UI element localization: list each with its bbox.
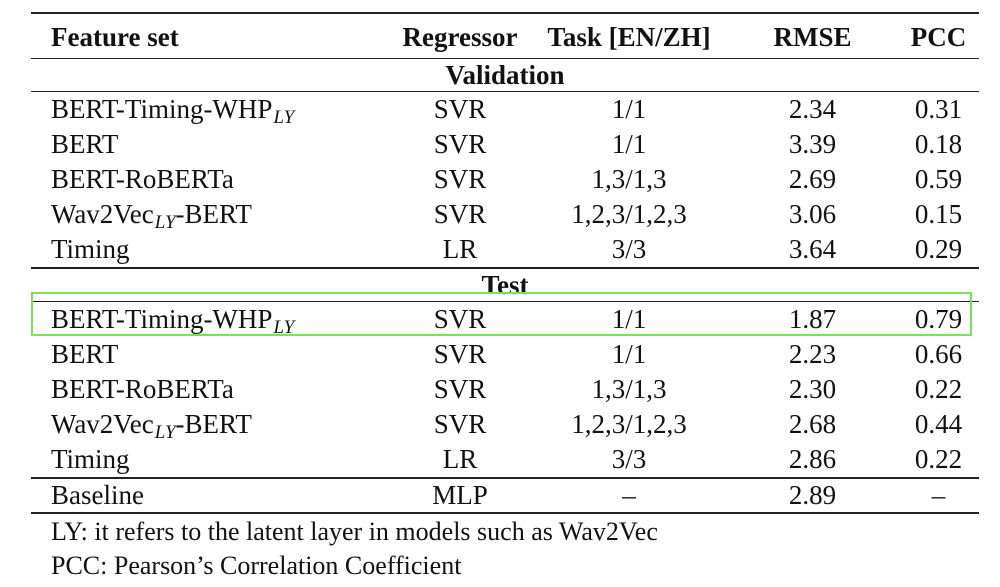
feature-cell: BERT-Timing-WHPLY — [51, 94, 295, 128]
pcc-cell: 0.18 — [914, 129, 963, 159]
regressor-cell: MLP — [349, 477, 531, 514]
task-cell: 1/1 — [611, 94, 647, 124]
feature-cell: Baseline — [31, 477, 349, 514]
pcc-cell: 0.22 — [914, 444, 963, 474]
table-row: Wav2VecLY-BERT SVR 1,2,3/1,2,3 3.06 0.15 — [31, 197, 979, 233]
regressor-cell: SVR — [433, 129, 487, 159]
feature-cell: BERT — [51, 339, 119, 369]
task-cell: 3/3 — [611, 234, 647, 264]
regressor-cell: SVR — [433, 199, 487, 229]
task-cell: 1,2,3/1,2,3 — [571, 409, 687, 439]
rmse-cell: 2.68 — [788, 409, 837, 439]
task-cell: 1,3/1,3 — [591, 164, 667, 194]
section-validation-row: Validation — [31, 58, 979, 92]
task-cell: 3/3 — [611, 444, 647, 474]
header-regressor: Regressor — [349, 12, 531, 59]
table-row: Wav2VecLY-BERT SVR 1,2,3/1,2,3 2.68 0.44 — [31, 407, 979, 443]
section-label-validation: Validation — [31, 58, 979, 92]
feature-cell: BERT-Timing-WHPLY — [51, 304, 295, 338]
table-row: Timing LR 3/3 2.86 0.22 — [31, 442, 979, 478]
task-cell: 1,2,3/1,2,3 — [571, 199, 687, 229]
header-pcc: PCC — [868, 12, 979, 59]
rmse-cell: 2.69 — [788, 164, 837, 194]
rmse-cell: 2.23 — [788, 339, 837, 369]
task-cell: 1/1 — [611, 339, 647, 369]
task-cell: 1/1 — [611, 304, 647, 334]
pcc-cell: 0.79 — [914, 304, 963, 334]
pcc-cell: 0.29 — [914, 234, 963, 264]
rmse-cell: 3.64 — [788, 234, 837, 264]
feature-cell: BERT — [51, 129, 119, 159]
table-row: BERT-Timing-WHPLY SVR 1/1 1.87 0.79 — [31, 302, 979, 338]
table-row: BERT-Timing-WHPLY SVR 1/1 2.34 0.31 — [31, 92, 979, 128]
task-cell: 1/1 — [611, 129, 647, 159]
feature-cell: BERT-RoBERTa — [51, 164, 234, 194]
task-cell: 1,3/1,3 — [591, 374, 667, 404]
section-test-row: Test — [31, 267, 979, 302]
table-header-row: Feature set Regressor Task [EN/ZH] RMSE … — [31, 12, 979, 59]
feature-cell: Timing — [51, 444, 130, 474]
regressor-cell: SVR — [433, 339, 487, 369]
results-table-container: Feature set Regressor Task [EN/ZH] RMSE … — [31, 12, 979, 514]
table-row: BERT-RoBERTa SVR 1,3/1,3 2.30 0.22 — [31, 372, 979, 407]
pcc-cell: 0.22 — [914, 374, 963, 404]
feature-cell: Wav2VecLY-BERT — [51, 409, 252, 443]
table-row: BERT SVR 1/1 3.39 0.18 — [31, 127, 979, 162]
regressor-cell: SVR — [433, 94, 487, 124]
regressor-cell: SVR — [433, 304, 487, 334]
rmse-cell: 3.06 — [788, 199, 837, 229]
feature-cell: Wav2VecLY-BERT — [51, 199, 252, 233]
table-row: BERT SVR 1/1 2.23 0.66 — [31, 337, 979, 372]
regressor-cell: LR — [442, 234, 478, 264]
rmse-cell: 2.30 — [788, 374, 837, 404]
regressor-cell: LR — [442, 444, 478, 474]
header-feature-set: Feature set — [31, 12, 349, 59]
rmse-cell: 2.89 — [727, 477, 868, 514]
note-ly: LY: it refers to the latent layer in mod… — [51, 517, 658, 546]
rmse-cell: 3.39 — [788, 129, 837, 159]
table-row: Timing LR 3/3 3.64 0.29 — [31, 232, 979, 268]
header-rmse: RMSE — [727, 12, 868, 59]
section-label-test: Test — [31, 267, 979, 302]
baseline-row: Baseline MLP – 2.89 – — [31, 477, 979, 514]
table-notes: LY: it refers to the latent layer in mod… — [51, 515, 658, 583]
regressor-cell: SVR — [433, 164, 487, 194]
feature-cell: BERT-RoBERTa — [51, 374, 234, 404]
pcc-cell: – — [868, 477, 979, 514]
pcc-cell: 0.31 — [914, 94, 963, 124]
results-table: Feature set Regressor Task [EN/ZH] RMSE … — [31, 12, 979, 514]
task-cell: – — [531, 477, 727, 514]
pcc-cell: 0.66 — [914, 339, 963, 369]
feature-cell: Timing — [51, 234, 130, 264]
rmse-cell: 2.86 — [788, 444, 837, 474]
regressor-cell: SVR — [433, 409, 487, 439]
pcc-cell: 0.44 — [914, 409, 963, 439]
rmse-cell: 2.34 — [788, 94, 837, 124]
regressor-cell: SVR — [433, 374, 487, 404]
pcc-cell: 0.59 — [914, 164, 963, 194]
table-row: BERT-RoBERTa SVR 1,3/1,3 2.69 0.59 — [31, 162, 979, 197]
note-pcc: PCC: Pearson’s Correlation Coefficient — [51, 551, 462, 580]
header-task: Task [EN/ZH] — [531, 12, 727, 59]
pcc-cell: 0.15 — [914, 199, 963, 229]
rmse-cell: 1.87 — [788, 304, 837, 334]
